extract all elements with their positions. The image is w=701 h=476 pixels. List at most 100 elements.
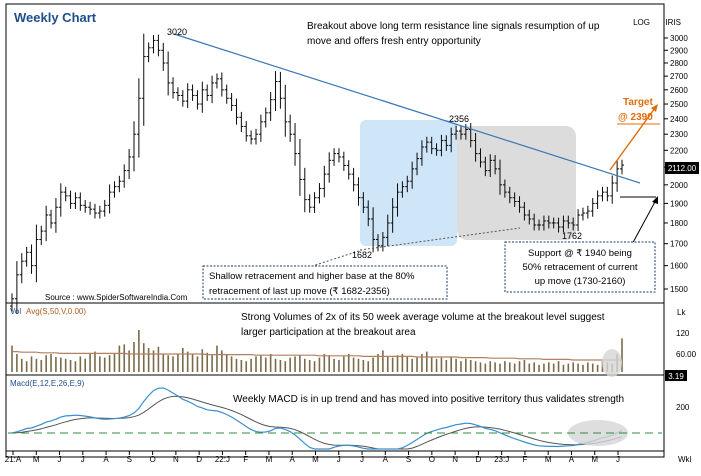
price-bar	[180, 90, 185, 107]
trough-label-1682: 1682	[352, 250, 372, 260]
price-bar	[322, 165, 327, 198]
source-label: Source : www.SpiderSoftwareIndia.Com	[45, 293, 188, 302]
price-bar	[483, 156, 488, 177]
x-tick-label: M	[545, 455, 552, 464]
price-bar	[395, 183, 400, 217]
price-bar	[73, 192, 78, 209]
price-bar	[576, 209, 581, 232]
price-bar	[122, 164, 127, 188]
price-bar	[229, 92, 234, 111]
price-bar	[273, 71, 278, 112]
price-bar	[351, 167, 356, 192]
price-bar	[92, 203, 97, 219]
retracement-pointer	[299, 249, 363, 271]
chart-title: Weekly Chart	[14, 10, 97, 25]
price-bar	[551, 217, 556, 229]
price-bar	[288, 114, 293, 142]
price-bar	[19, 253, 24, 284]
volume-title: Vol	[10, 307, 21, 316]
x-tick-label: D	[475, 455, 481, 464]
price-bar	[200, 81, 205, 113]
macd-tick-200: 200	[676, 403, 690, 412]
price-bar	[127, 148, 132, 180]
price-bar	[53, 198, 58, 233]
macd-annotation: Weekly MACD is in up trend and has moved…	[233, 394, 624, 405]
support-annotation-line1: Support @ ₹ 1940 being	[528, 248, 632, 259]
price-bar	[190, 84, 195, 101]
volume-last-value: 3.19	[668, 372, 684, 381]
x-tick-label: S	[127, 455, 132, 464]
price-bar	[620, 159, 624, 175]
price-tick-label: 1500	[670, 285, 688, 294]
price-bar	[107, 184, 112, 214]
long-term-resistance-line	[173, 33, 641, 184]
price-bar	[141, 33, 146, 126]
price-bar	[254, 128, 258, 145]
target-value-label: @ 2390	[618, 112, 653, 123]
price-bar	[546, 215, 551, 229]
x-tick-label: N	[173, 455, 179, 464]
support-annotation-line3: up move (1730-2160)	[535, 276, 626, 287]
price-bar	[166, 51, 171, 96]
grey-base-zone	[457, 126, 576, 240]
price-bar	[556, 217, 561, 233]
price-bar	[83, 199, 88, 213]
price-tick-label: 2500	[670, 100, 688, 109]
x-tick-label: A	[569, 455, 575, 464]
price-bar	[507, 186, 512, 204]
price-bar	[449, 127, 454, 153]
price-bar	[49, 209, 54, 229]
volume-average-line	[12, 351, 622, 361]
volume-tick-60: 60.00	[676, 350, 697, 359]
x-tick-label: 21:A	[5, 455, 22, 464]
price-bar	[405, 175, 410, 193]
volume-annotation-line1: Strong Volumes of 2x of its 50 week aver…	[241, 312, 605, 323]
volume-last-tag	[665, 370, 687, 381]
price-bar	[361, 192, 366, 214]
price-bar	[151, 35, 156, 54]
last-price-value: 2112.00	[668, 164, 697, 173]
price-bar	[302, 167, 307, 213]
x-tick-label: A	[103, 455, 109, 464]
price-tick-label: 1800	[670, 219, 688, 228]
price-bar	[239, 111, 244, 133]
price-bar	[132, 121, 136, 172]
price-bar	[390, 198, 395, 233]
retracement-annotation-box	[202, 265, 448, 300]
macd-lines	[11, 387, 623, 450]
price-bar	[458, 125, 463, 140]
price-bar	[478, 148, 483, 168]
price-bar	[39, 225, 44, 246]
x-tick-label: 22:J	[215, 455, 230, 464]
x-tick-label: M	[312, 455, 319, 464]
price-bar	[63, 186, 68, 202]
higher-base-dotted-line	[359, 227, 521, 251]
price-tick-label: 2800	[670, 59, 688, 68]
price-tick-label: 2300	[670, 130, 688, 139]
price-bar	[341, 151, 346, 171]
x-tick-label: S	[406, 455, 411, 464]
price-bar	[249, 130, 254, 145]
price-bar	[376, 234, 380, 252]
price-bar	[444, 135, 449, 151]
price-bar	[219, 72, 224, 97]
price-bar	[527, 209, 532, 225]
breakout-annotation-line1: Breakout above long term resistance line…	[307, 21, 600, 32]
price-bar	[44, 205, 49, 242]
price-bar	[380, 231, 385, 252]
price-bar	[512, 192, 517, 207]
price-bar	[595, 190, 600, 209]
price-bar	[419, 140, 424, 166]
price-tick-label: 3000	[670, 34, 688, 43]
price-bar	[532, 213, 537, 231]
price-bar	[522, 201, 527, 221]
price-bar	[541, 215, 546, 231]
price-bar	[317, 183, 322, 204]
price-bar	[195, 90, 200, 110]
price-tick-label: 2200	[670, 146, 688, 155]
price-bar	[346, 160, 351, 180]
price-bar	[97, 205, 102, 219]
price-bar	[268, 92, 273, 121]
price-bar	[263, 107, 268, 128]
